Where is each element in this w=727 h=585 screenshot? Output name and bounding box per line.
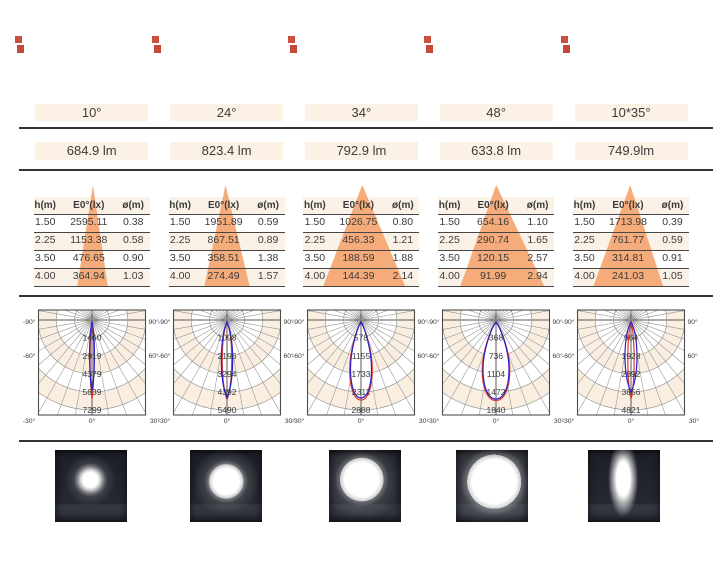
svg-text:30°: 30° — [689, 417, 700, 425]
svg-text:30°: 30° — [419, 417, 430, 425]
svg-text:90°: 90° — [283, 318, 294, 326]
svg-text:1155: 1155 — [352, 351, 371, 361]
svg-text:2196: 2196 — [217, 351, 236, 361]
svg-text:-30°: -30° — [23, 417, 36, 425]
svg-text:5490: 5490 — [217, 405, 236, 415]
svg-text:60°: 60° — [418, 352, 429, 360]
svg-text:964: 964 — [624, 333, 638, 343]
svg-text:-90°: -90° — [427, 318, 440, 326]
svg-text:1460: 1460 — [82, 333, 101, 343]
svg-text:30°: 30° — [554, 417, 565, 425]
svg-text:90°: 90° — [553, 318, 564, 326]
svg-text:-90°: -90° — [292, 318, 305, 326]
svg-text:60°: 60° — [283, 352, 294, 360]
svg-text:4379: 4379 — [82, 369, 101, 379]
svg-text:1472: 1472 — [487, 387, 506, 397]
svg-text:1840: 1840 — [487, 405, 506, 415]
svg-text:5839: 5839 — [82, 387, 101, 397]
svg-text:0°: 0° — [628, 417, 635, 425]
svg-text:1733: 1733 — [352, 369, 371, 379]
svg-text:30°: 30° — [150, 417, 161, 425]
svg-text:2311: 2311 — [352, 387, 371, 397]
svg-text:-60°: -60° — [292, 352, 305, 360]
svg-text:0°: 0° — [223, 417, 230, 425]
svg-text:0°: 0° — [358, 417, 365, 425]
svg-text:-30°: -30° — [427, 417, 440, 425]
svg-text:-30°: -30° — [157, 417, 170, 425]
svg-text:-90°: -90° — [23, 318, 36, 326]
svg-text:4392: 4392 — [217, 387, 236, 397]
svg-text:-90°: -90° — [562, 318, 575, 326]
svg-text:-60°: -60° — [562, 352, 575, 360]
svg-text:1928: 1928 — [622, 351, 641, 361]
svg-text:-30°: -30° — [562, 417, 575, 425]
svg-text:0°: 0° — [89, 417, 96, 425]
svg-text:2892: 2892 — [622, 369, 641, 379]
svg-text:578: 578 — [354, 333, 368, 343]
svg-text:60°: 60° — [553, 352, 564, 360]
svg-text:1104: 1104 — [487, 369, 506, 379]
svg-text:2888: 2888 — [352, 405, 371, 415]
svg-text:736: 736 — [489, 351, 503, 361]
svg-text:3294: 3294 — [217, 369, 236, 379]
svg-text:90°: 90° — [148, 318, 159, 326]
svg-text:4821: 4821 — [622, 405, 641, 415]
svg-text:0°: 0° — [493, 417, 500, 425]
svg-text:-60°: -60° — [23, 352, 36, 360]
svg-text:-60°: -60° — [427, 352, 440, 360]
svg-text:60°: 60° — [688, 352, 699, 360]
svg-text:-90°: -90° — [158, 318, 171, 326]
svg-text:7299: 7299 — [82, 405, 101, 415]
svg-text:-30°: -30° — [292, 417, 305, 425]
svg-text:90°: 90° — [418, 318, 429, 326]
svg-text:2919: 2919 — [82, 351, 101, 361]
svg-text:30°: 30° — [284, 417, 295, 425]
svg-text:1098: 1098 — [217, 333, 236, 343]
svg-text:3856: 3856 — [622, 387, 641, 397]
svg-text:368: 368 — [489, 333, 503, 343]
svg-text:90°: 90° — [688, 318, 699, 326]
svg-text:60°: 60° — [148, 352, 159, 360]
svg-text:-60°: -60° — [158, 352, 171, 360]
